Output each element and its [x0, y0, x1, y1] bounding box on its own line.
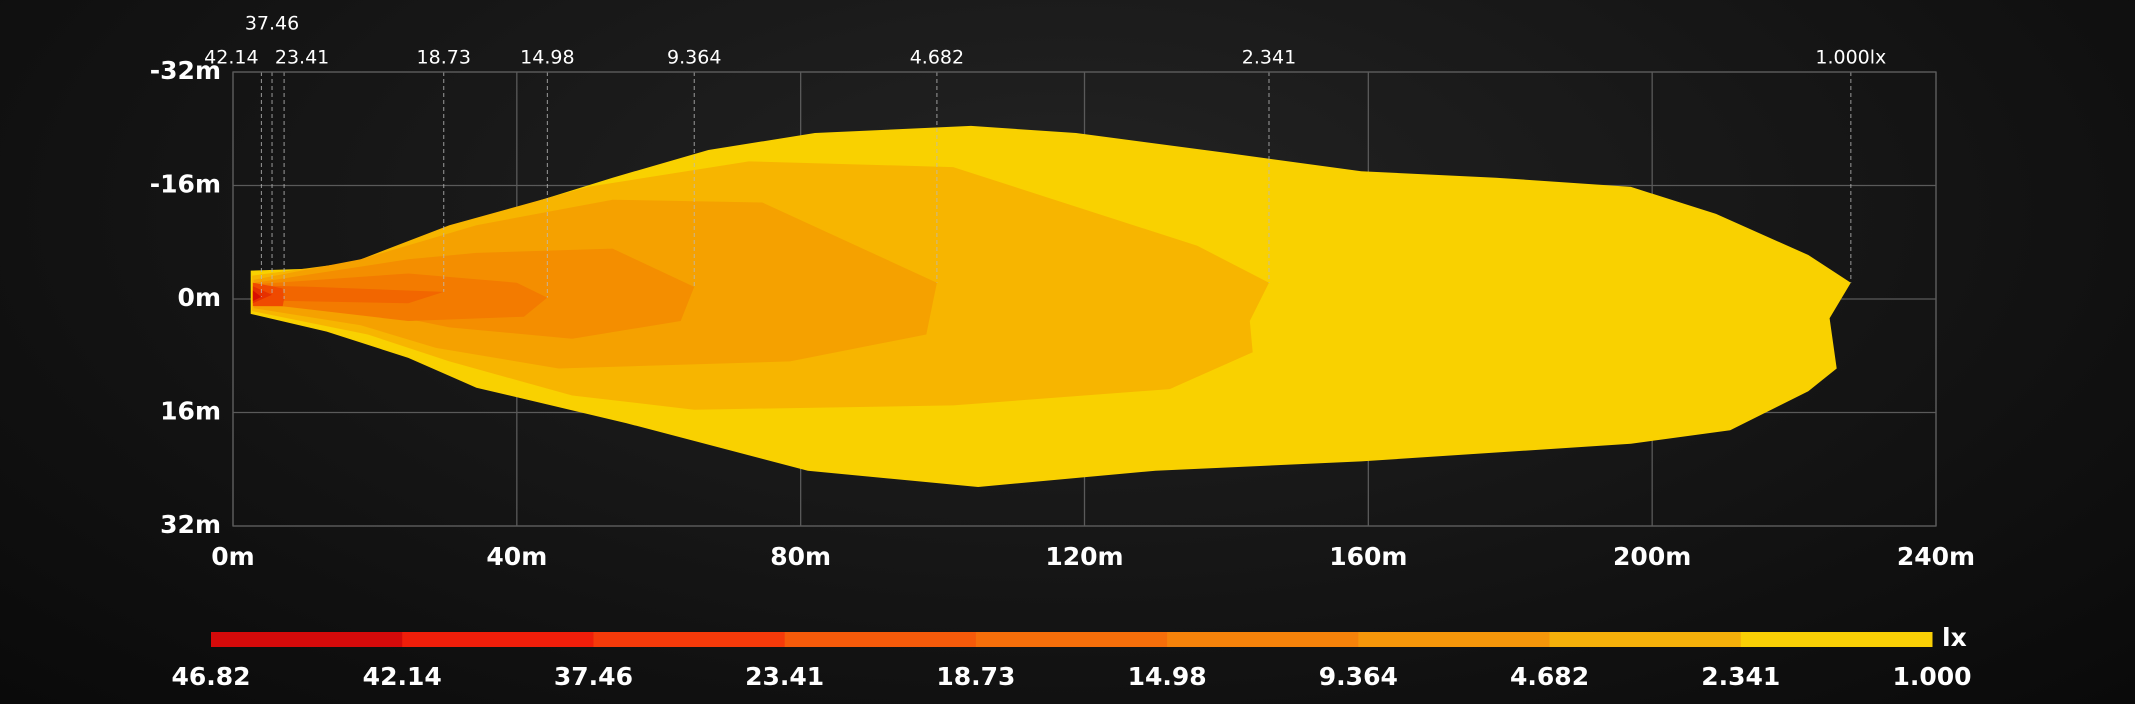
contour	[252, 290, 262, 302]
y-tick-label: 16m	[160, 397, 221, 426]
x-tick-label: 80m	[770, 542, 831, 571]
colorbar-label: 4.682	[1510, 662, 1589, 691]
contour-label: 18.73	[417, 47, 471, 69]
contour-label: 37.46	[245, 13, 299, 35]
colorbar-segment	[1740, 632, 1933, 647]
colorbar-label: 1.000	[1892, 662, 1971, 691]
y-tick-label: -16m	[150, 170, 221, 199]
colorbar-label: 37.46	[554, 662, 633, 691]
x-tick-label: 40m	[486, 542, 547, 571]
y-tick-label: 32m	[160, 510, 221, 539]
colorbar-label: 9.364	[1319, 662, 1398, 691]
x-tick-label: 160m	[1329, 542, 1407, 571]
contour	[252, 286, 272, 304]
colorbar-segment	[784, 632, 977, 647]
contour	[257, 285, 444, 304]
contour-label: 2.341	[1242, 47, 1296, 69]
x-tick-label: 200m	[1613, 542, 1691, 571]
colorbar-label: 14.98	[1128, 662, 1207, 691]
colorbar-segment	[211, 632, 403, 647]
colorbar-segment	[1167, 632, 1359, 647]
plot-frame	[232, 71, 1937, 527]
contour-label: 14.98	[520, 47, 574, 69]
x-tick-label: 0m	[211, 542, 254, 571]
y-tick-label: -32m	[150, 56, 221, 85]
contour-label: 23.41	[275, 47, 329, 69]
colorbar-segment	[975, 632, 1168, 647]
colorbar-unit: lx	[1942, 623, 1967, 652]
colorbar-segment	[593, 632, 786, 647]
contour-label: 42.14	[204, 47, 258, 69]
colorbar-label: 46.82	[171, 662, 250, 691]
y-tick-label: 0m	[178, 283, 221, 312]
colorbar-label: 42.14	[363, 662, 442, 691]
colorbar-segment	[1358, 632, 1551, 647]
contour-label: 1.000lx	[1815, 47, 1886, 69]
x-tick-label: 240m	[1897, 542, 1975, 571]
x-tick-label: 120m	[1045, 542, 1123, 571]
colorbar-label: 18.73	[936, 662, 1015, 691]
contour-label: 9.364	[667, 47, 721, 69]
colorbar-segment	[402, 632, 594, 647]
contour-label: 4.682	[910, 47, 964, 69]
colorbar-label: 2.341	[1701, 662, 1780, 691]
colorbar-segment	[1549, 632, 1742, 647]
colorbar-label: 23.41	[745, 662, 824, 691]
